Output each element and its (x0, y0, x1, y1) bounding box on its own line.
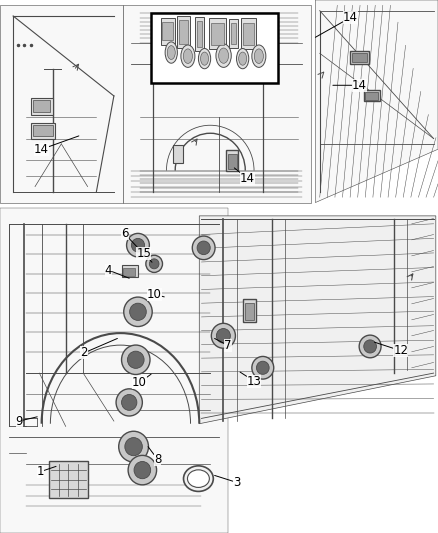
Text: 8: 8 (148, 447, 161, 466)
Ellipse shape (254, 49, 263, 63)
Ellipse shape (257, 361, 269, 374)
Bar (122, 265, 138, 277)
Bar (226, 150, 238, 171)
Ellipse shape (364, 340, 376, 353)
Ellipse shape (167, 46, 175, 60)
Ellipse shape (121, 394, 137, 410)
Ellipse shape (252, 357, 274, 379)
Text: 7: 7 (215, 338, 232, 352)
Ellipse shape (130, 303, 146, 320)
Bar (151, 13, 278, 83)
Text: 4: 4 (105, 264, 129, 278)
Ellipse shape (165, 42, 177, 63)
Bar (209, 19, 226, 50)
Ellipse shape (252, 45, 266, 67)
Text: 6: 6 (121, 228, 138, 248)
Polygon shape (199, 216, 436, 424)
Ellipse shape (134, 462, 151, 479)
Text: 14: 14 (34, 136, 79, 156)
Ellipse shape (116, 389, 142, 416)
Ellipse shape (149, 259, 159, 269)
Ellipse shape (128, 455, 157, 485)
Bar (364, 90, 380, 101)
Text: 14: 14 (234, 168, 255, 185)
Bar (177, 16, 190, 48)
Text: 10: 10 (147, 288, 164, 301)
Bar (228, 154, 237, 169)
Ellipse shape (198, 49, 211, 69)
Text: 10: 10 (132, 374, 151, 389)
Bar (231, 23, 236, 44)
Ellipse shape (216, 44, 231, 67)
Ellipse shape (181, 45, 195, 67)
Bar (162, 22, 173, 41)
Text: 12: 12 (374, 342, 408, 357)
Polygon shape (123, 5, 311, 203)
Text: 15: 15 (136, 247, 152, 262)
Bar (31, 123, 55, 139)
Ellipse shape (119, 431, 148, 462)
Bar (241, 19, 256, 50)
Ellipse shape (219, 48, 229, 63)
Ellipse shape (184, 49, 192, 63)
Ellipse shape (211, 324, 236, 348)
Text: 13: 13 (240, 372, 261, 387)
Ellipse shape (124, 297, 152, 327)
Text: 3: 3 (215, 475, 240, 489)
Ellipse shape (187, 470, 209, 487)
Bar (229, 19, 238, 48)
Polygon shape (0, 5, 123, 203)
Bar (350, 51, 369, 64)
Bar (123, 268, 135, 276)
Bar (195, 17, 204, 52)
Text: 14: 14 (333, 79, 367, 92)
Bar (33, 100, 50, 112)
Text: 14: 14 (315, 11, 358, 37)
Polygon shape (315, 0, 438, 203)
Ellipse shape (125, 438, 142, 456)
Ellipse shape (201, 52, 208, 65)
Bar (31, 98, 53, 115)
Ellipse shape (146, 255, 162, 272)
Ellipse shape (127, 351, 144, 368)
Ellipse shape (359, 335, 381, 358)
Text: 1: 1 (36, 465, 56, 478)
Ellipse shape (216, 328, 230, 343)
Ellipse shape (184, 466, 213, 491)
Text: 9: 9 (15, 415, 37, 427)
Ellipse shape (197, 241, 210, 255)
Ellipse shape (127, 233, 149, 257)
Bar (243, 299, 256, 322)
Bar (161, 18, 175, 45)
Ellipse shape (192, 236, 215, 260)
Polygon shape (0, 208, 228, 533)
Bar (352, 53, 367, 62)
Ellipse shape (239, 52, 247, 65)
Bar (33, 125, 53, 136)
Ellipse shape (131, 238, 145, 252)
Bar (173, 145, 183, 163)
Bar (245, 303, 254, 320)
Bar (179, 20, 188, 44)
Ellipse shape (237, 49, 249, 69)
Ellipse shape (121, 345, 150, 375)
Bar (211, 23, 224, 45)
Bar (49, 461, 88, 498)
Bar (365, 92, 378, 100)
Text: 2: 2 (80, 338, 117, 359)
Bar (243, 23, 254, 45)
Bar (197, 21, 202, 47)
